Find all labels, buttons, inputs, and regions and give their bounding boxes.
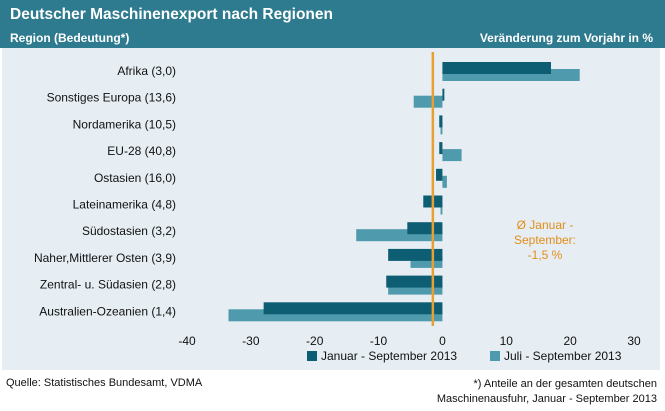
bar-juli-september [442, 149, 462, 162]
chart-title: Deutscher Maschinenexport nach Regionen [10, 6, 333, 23]
category-label: Lateinamerika (4,8) [73, 198, 176, 212]
category-label: EU-28 (40,8) [107, 144, 176, 158]
bar-januar-september [442, 62, 551, 74]
bar-januar-september [388, 248, 443, 261]
footnote-line-2: Maschinenausfuhr, Januar - September 201… [436, 393, 657, 405]
x-tick-label: -40 [178, 334, 196, 348]
change-subtitle: Veränderung zum Vorjahr in % [479, 31, 653, 45]
average-annotation: Ø Januar - [517, 218, 574, 232]
bar-juli-september [413, 95, 443, 108]
bar-januar-september [442, 88, 445, 101]
x-tick-label: 0 [439, 334, 446, 348]
legend-label-juli: Juli - September 2013 [504, 349, 622, 363]
legend-swatch-juli [490, 351, 500, 361]
category-label: Naher,Mittlerer Osten (3,9) [34, 251, 176, 265]
footnote: *) Anteile an der gesamten deutschen Mas… [437, 377, 657, 407]
category-label: Afrika (3,0) [117, 64, 176, 78]
bar-januar-september [386, 275, 443, 288]
bar-januar-september [436, 168, 443, 181]
category-label: Sonstiges Europa (13,6) [47, 91, 176, 105]
x-tick-label: 20 [563, 334, 577, 348]
bar-juli-september [442, 175, 447, 188]
bar-januar-september [439, 142, 443, 155]
bar-januar-september [439, 115, 443, 128]
chart-header: Deutscher Maschinenexport nach Regionen … [0, 0, 665, 48]
footnote-line-1: *) Anteile an der gesamten deutschen [473, 378, 657, 390]
category-label: Nordamerika (10,5) [73, 117, 176, 131]
average-annotation: September: [514, 233, 576, 247]
x-tick-label: 30 [627, 334, 641, 348]
x-tick-label: -20 [306, 334, 324, 348]
bar-januar-september [407, 222, 443, 235]
category-label: Zentral- u. Südasien (2,8) [40, 278, 176, 292]
x-tick-label: 10 [500, 334, 514, 348]
x-tick-label: -10 [370, 334, 388, 348]
legend-label-januar: Januar - September 2013 [321, 349, 457, 363]
category-label: Südostasien (3,2) [82, 224, 176, 238]
bar-januar-september [263, 302, 443, 315]
bar-juli-september [440, 122, 443, 135]
bar-juli-september [440, 202, 443, 215]
category-label: Ostasien (16,0) [94, 171, 176, 185]
source-note: Quelle: Statistisches Bundesamt, VDMA [6, 377, 203, 389]
category-label: Australien-Ozeanien (1,4) [39, 304, 176, 318]
average-annotation: -1,5 % [528, 248, 563, 262]
legend-swatch-januar [307, 351, 317, 361]
region-subtitle: Region (Bedeutung*) [10, 31, 130, 45]
x-tick-label: -30 [242, 334, 260, 348]
